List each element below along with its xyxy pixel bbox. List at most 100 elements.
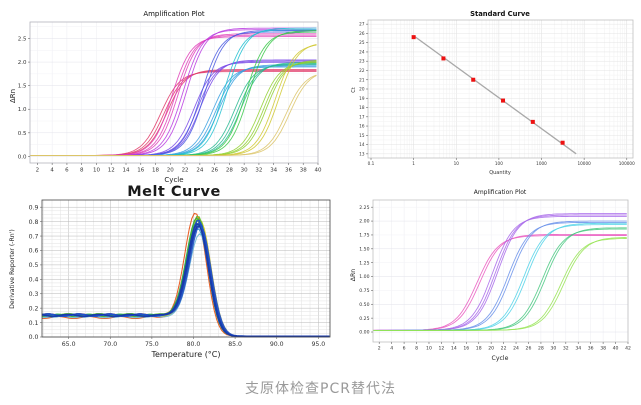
svg-text:1.25: 1.25 [359,260,369,266]
svg-text:0.2: 0.2 [29,305,39,312]
amplification-plot-1-chart: 2 4 6 8 10 12 14 16 18 20 22 24 26 28 30 32 34 36 38 400.00… [9,10,322,184]
svg-text:26: 26 [526,346,532,352]
svg-text:75.0: 75.0 [145,341,159,348]
svg-text:0.3: 0.3 [29,291,39,298]
svg-text:20: 20 [167,168,174,174]
standard-curve-chart: 0.1 1 10 100 1000 10000 100000 13 14 15 16 17 18 19 20… [351,10,635,176]
svg-text:16: 16 [463,346,469,352]
plot-area: 0.1 1 10 100 1000 10000 100000 13 14 15 16 17 18 19 20… [359,19,635,166]
svg-text:20: 20 [359,87,365,92]
svg-text:2: 2 [378,346,381,352]
svg-text:10000: 10000 [577,161,591,166]
svg-text:34: 34 [270,168,277,174]
svg-text:0.25: 0.25 [359,316,369,322]
plot-area: 2 4 6 8 10 12 14 16 18 20 22 24 26 28 30 32 34 36 38 400.00… [18,21,322,174]
plot-area: 65.0 70.0 75.0 80.0 85.0 90.0 95.0 0.0 0.1 0.2 0.3… [29,199,331,348]
svg-text:14: 14 [123,168,130,174]
svg-text:38: 38 [300,168,307,174]
svg-text:40: 40 [315,168,322,174]
svg-text:18: 18 [476,346,482,352]
svg-text:17: 17 [359,114,365,119]
x-axis-label: Cycle [164,176,183,184]
svg-text:1.5: 1.5 [18,84,27,90]
svg-text:1.0: 1.0 [18,107,27,113]
svg-text:0.7: 0.7 [29,233,39,240]
svg-text:25: 25 [359,40,365,45]
amplification-plot-2-chart: 2 4 6 8 10 12 14 16 18 20 22 24 26 28 30 32 34 36 38 40 420.… [350,189,631,362]
svg-text:12: 12 [108,168,115,174]
svg-text:0.9: 0.9 [29,204,39,211]
svg-text:1: 1 [412,161,415,166]
svg-text:36: 36 [588,346,594,352]
svg-text:28: 28 [226,168,233,174]
svg-text:32: 32 [255,168,262,174]
svg-text:2: 2 [36,168,40,174]
y-axis-label: Derivative Reporter (-Rn') [9,229,16,309]
svg-text:42: 42 [625,346,631,352]
svg-text:0.5: 0.5 [18,131,27,137]
svg-text:1.50: 1.50 [359,246,369,252]
x-axis-label: Temperature (°C) [150,350,220,359]
svg-text:1.00: 1.00 [359,274,369,280]
svg-text:32: 32 [563,346,569,352]
svg-text:1.75: 1.75 [359,233,369,239]
svg-text:13: 13 [359,151,365,156]
y-axis-label: ΔRn [9,89,17,103]
svg-text:21: 21 [359,77,365,82]
svg-text:30: 30 [550,346,556,352]
svg-text:20: 20 [488,346,494,352]
svg-text:4: 4 [50,168,54,174]
svg-text:85.0: 85.0 [228,341,242,348]
svg-text:34: 34 [575,346,581,352]
svg-text:24: 24 [359,49,365,54]
svg-text:40: 40 [613,346,619,352]
chart-title: Melt Curve [127,184,221,200]
svg-text:16: 16 [137,168,144,174]
svg-text:0.0: 0.0 [18,154,27,160]
svg-text:14: 14 [359,142,365,147]
svg-text:10: 10 [426,346,432,352]
svg-text:4: 4 [390,346,393,352]
figure-caption: 支原体检查PCR替代法 [245,381,396,397]
svg-text:0.75: 0.75 [359,288,369,294]
melt-curve-chart: 65.0 70.0 75.0 80.0 85.0 90.0 95.0 0.0 0.1 0.2 0.3… [9,184,331,359]
svg-text:10: 10 [93,168,100,174]
svg-text:2.25: 2.25 [359,205,369,211]
plot-area: 2 4 6 8 10 12 14 16 18 20 22 24 26 28 30 32 34 36 38 40 420.… [359,199,631,352]
svg-text:90.0: 90.0 [270,341,284,348]
svg-text:80.0: 80.0 [187,341,201,348]
panel-amplification-plot-2: 2 4 6 8 10 12 14 16 18 20 22 24 26 28 30 32 34 36 38 40 42 0.… [346,183,641,365]
svg-text:38: 38 [600,346,606,352]
y-axis-label: ΔRn [350,269,357,282]
svg-text:27: 27 [359,22,365,27]
svg-text:26: 26 [211,168,218,174]
svg-text:100: 100 [495,161,503,166]
svg-text:18: 18 [359,105,365,110]
svg-text:36: 36 [285,168,292,174]
svg-text:2.0: 2.0 [18,60,27,66]
svg-text:28: 28 [538,346,544,352]
svg-text:0.00: 0.00 [359,330,369,336]
svg-text:15: 15 [359,133,365,138]
svg-text:65.0: 65.0 [62,341,76,348]
panel-melt-curve: 65.0 70.0 75.0 80.0 85.0 90.0 95.0 0.0 0.1 0.2 0.3… [2,183,342,363]
y-axis-label: Ct [351,87,357,92]
svg-text:0.1: 0.1 [29,320,39,327]
svg-text:0.50: 0.50 [359,302,369,308]
svg-text:24: 24 [513,346,519,352]
svg-text:0.1: 0.1 [368,161,375,166]
svg-text:2.5: 2.5 [18,36,27,42]
svg-text:19: 19 [359,96,365,101]
svg-text:22: 22 [359,68,365,73]
svg-text:8: 8 [415,346,418,352]
svg-text:0.0: 0.0 [29,334,39,341]
svg-text:70.0: 70.0 [103,341,117,348]
svg-text:0.4: 0.4 [29,277,39,284]
x-axis-label: Cycle [492,355,509,362]
svg-text:30: 30 [241,168,248,174]
chart-title: Amplification Plot [474,189,527,196]
svg-text:2.00: 2.00 [359,219,369,225]
svg-text:8: 8 [80,168,84,174]
svg-text:23: 23 [359,59,365,64]
